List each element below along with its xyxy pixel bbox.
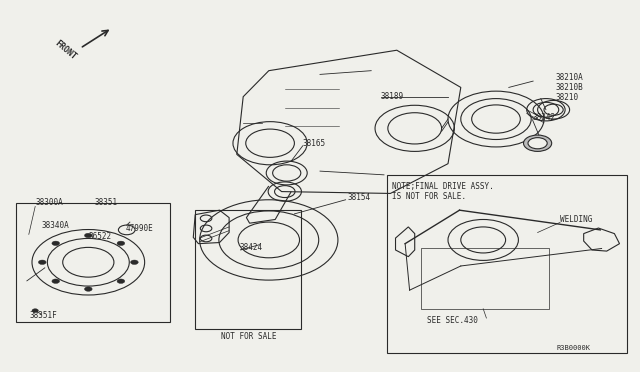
Text: 38351F: 38351F <box>29 311 57 320</box>
Text: 38210: 38210 <box>556 93 579 102</box>
Circle shape <box>52 241 60 246</box>
Circle shape <box>117 279 125 283</box>
Text: 38424: 38424 <box>240 243 263 252</box>
Circle shape <box>32 309 38 312</box>
Circle shape <box>117 241 125 246</box>
Circle shape <box>131 260 138 264</box>
Circle shape <box>84 287 92 291</box>
Bar <box>16 203 170 322</box>
Text: WELDING: WELDING <box>560 215 593 224</box>
Circle shape <box>524 135 552 151</box>
Text: 36522: 36522 <box>88 232 111 241</box>
Text: 38300A: 38300A <box>35 198 63 207</box>
Text: 38342: 38342 <box>532 113 556 122</box>
Text: NOTE;FINAL DRIVE ASSY.: NOTE;FINAL DRIVE ASSY. <box>392 182 494 190</box>
Text: 38189: 38189 <box>381 92 404 101</box>
Bar <box>421 248 549 309</box>
Circle shape <box>528 138 547 149</box>
Text: R3B0000K: R3B0000K <box>557 345 591 351</box>
Bar <box>195 210 301 329</box>
Text: NOT FOR SALE: NOT FOR SALE <box>221 332 276 341</box>
Text: 38351: 38351 <box>95 198 118 207</box>
Text: 38340A: 38340A <box>42 221 69 230</box>
Text: 38165: 38165 <box>303 139 326 148</box>
Text: 38154: 38154 <box>348 193 371 202</box>
Text: IS NOT FOR SALE.: IS NOT FOR SALE. <box>392 192 467 201</box>
Text: FRONT: FRONT <box>52 39 77 61</box>
Text: 38210A: 38210A <box>556 73 583 82</box>
Text: 38210B: 38210B <box>556 83 583 92</box>
Circle shape <box>84 233 92 238</box>
Bar <box>387 175 627 353</box>
Circle shape <box>52 279 60 283</box>
Text: 47990E: 47990E <box>125 224 153 233</box>
Circle shape <box>38 260 46 264</box>
Text: SEE SEC.430: SEE SEC.430 <box>427 316 477 325</box>
